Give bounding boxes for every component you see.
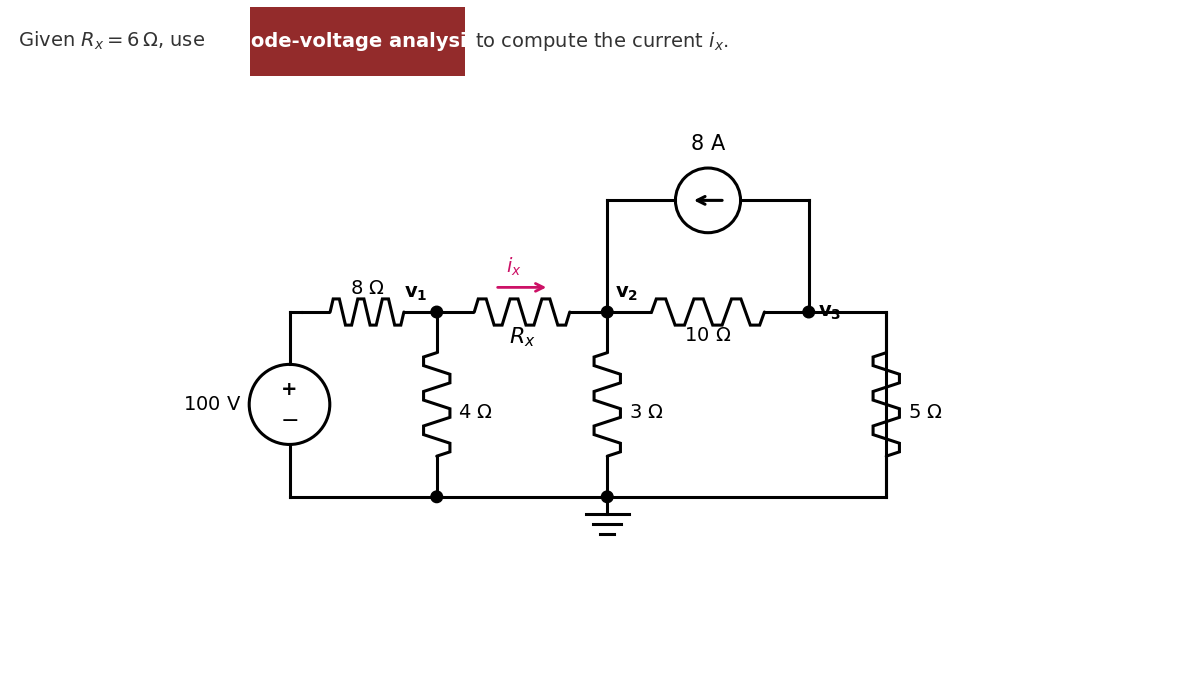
Circle shape bbox=[431, 491, 443, 503]
Text: node-voltage analysis: node-voltage analysis bbox=[236, 32, 478, 51]
Circle shape bbox=[431, 306, 443, 318]
Text: Given $R_x = 6\,\Omega$, use: Given $R_x = 6\,\Omega$, use bbox=[18, 30, 206, 52]
Text: −: − bbox=[280, 411, 299, 431]
Text: $\mathbf{v_1}$: $\mathbf{v_1}$ bbox=[404, 283, 427, 303]
Circle shape bbox=[601, 306, 613, 318]
Text: to compute the current $i_x$.: to compute the current $i_x$. bbox=[469, 30, 728, 53]
Circle shape bbox=[803, 306, 815, 318]
Text: $\mathbf{v_3}$: $\mathbf{v_3}$ bbox=[818, 303, 841, 321]
Circle shape bbox=[601, 491, 613, 503]
Text: $i_x$: $i_x$ bbox=[506, 256, 522, 278]
Text: $5\ \Omega$: $5\ \Omega$ bbox=[908, 402, 943, 422]
Text: $8\ \mathrm{A}$: $8\ \mathrm{A}$ bbox=[690, 134, 726, 154]
FancyBboxPatch shape bbox=[250, 7, 466, 76]
Text: $3\ \Omega$: $3\ \Omega$ bbox=[629, 402, 664, 422]
Text: $100\ \mathrm{V}$: $100\ \mathrm{V}$ bbox=[182, 395, 241, 414]
Text: $4\ \Omega$: $4\ \Omega$ bbox=[458, 402, 493, 422]
Text: $10\ \Omega$: $10\ \Omega$ bbox=[684, 326, 732, 345]
Text: +: + bbox=[281, 380, 298, 399]
Text: $8\ \Omega$: $8\ \Omega$ bbox=[349, 279, 384, 298]
Text: $\mathbf{v_2}$: $\mathbf{v_2}$ bbox=[616, 283, 638, 303]
Text: $R_x$: $R_x$ bbox=[509, 326, 535, 350]
